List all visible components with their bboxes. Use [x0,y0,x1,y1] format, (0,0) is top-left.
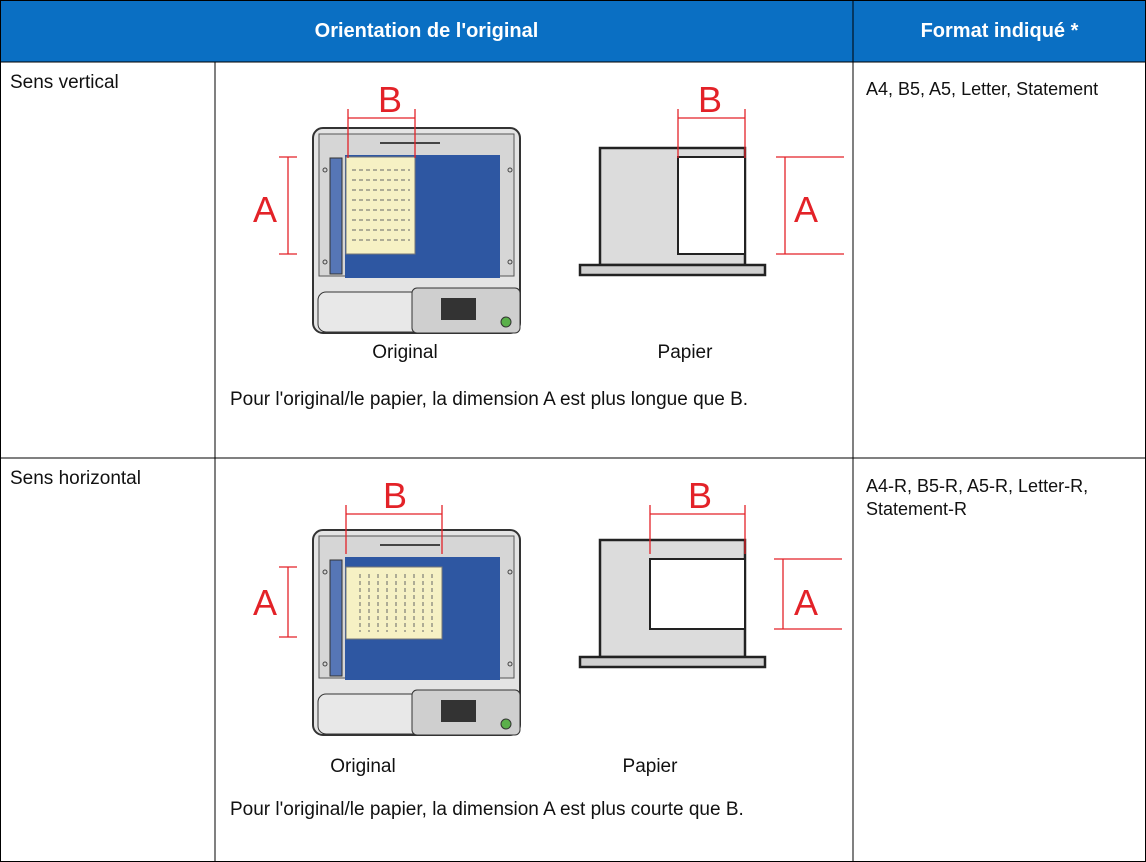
scanner-dot [507,167,513,173]
scanner-button [500,718,512,730]
scanner-dot [322,167,328,173]
scanner-button [500,316,512,328]
formats: A4, B5, A5, Letter, Statement [866,79,1099,99]
dimension-label: A [794,582,818,623]
scanner-strip [329,559,343,677]
scanner-dot [322,569,328,575]
dimension-label: B [698,79,722,120]
scanner-dot [507,259,513,265]
paper-base [578,263,767,277]
orientation: Sens vertical [10,72,119,93]
caption: Papier [658,342,714,363]
scanner-display [441,700,476,722]
dimension-label: B [688,475,712,516]
note: Pour l'original/le papier, la dimension … [230,389,749,410]
dimension-label: A [253,582,277,623]
caption: Original [330,756,395,777]
formats: A4-R, B5-R, A5-R, Letter-R, Statement-R [866,476,1089,519]
dimension-label: A [794,189,818,230]
scanner-dot [322,661,328,667]
note: Pour l'original/le papier, la dimension … [230,799,744,820]
orientation: Sens horizontal [10,468,141,489]
original-sheet [345,156,416,255]
dimension-label: B [378,79,402,120]
header-cell: Format indiqué * [920,20,1079,42]
scanner-dot [507,569,513,575]
header-bg [0,0,1146,62]
paper-sheet [677,156,746,255]
scanner-display [441,298,476,320]
dimension-label: A [253,189,277,230]
paper-sheet [649,558,746,630]
paper-base [578,655,767,669]
original-sheet [345,566,443,640]
caption: Papier [623,756,679,777]
scanner-strip [329,157,343,275]
header-cell: Orientation de l'original [314,20,539,42]
dimension-label: B [383,475,407,516]
caption: Original [372,342,437,363]
scanner-dot [322,259,328,265]
scanner-dot [507,661,513,667]
